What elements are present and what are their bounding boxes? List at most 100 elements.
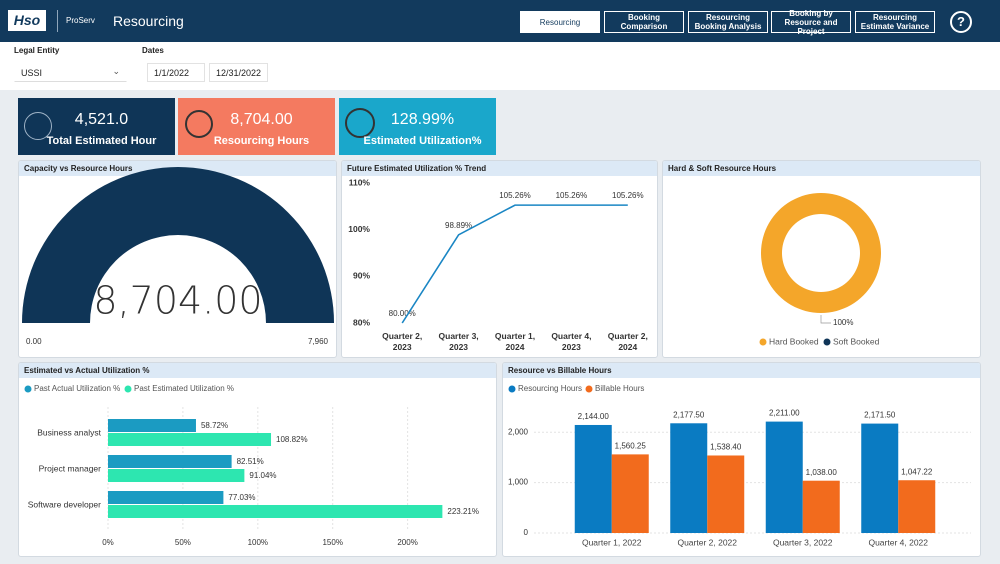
kpi-value: 8,704.00 (230, 111, 293, 128)
y-tick-label: 80% (353, 317, 370, 327)
dropdown-value: USSI (21, 67, 43, 78)
panel-title: Resource vs Billable Hours (503, 363, 980, 378)
y-tick-label: 110% (349, 177, 371, 187)
dropdown[interactable]: USSI ⌄ (14, 63, 127, 82)
y-tick-label: 90% (353, 271, 370, 281)
page-title: Resourcing (113, 13, 184, 29)
data-label: 77.03% (228, 493, 255, 502)
y-tick-label: Project manager (39, 463, 102, 473)
legend-marker (823, 338, 831, 346)
bar (611, 454, 649, 533)
header: Hso ProServ Resourcing Resourcing Bookin… (0, 0, 1000, 42)
x-tick-label: Quarter 2, 2023 (382, 331, 423, 352)
bar (108, 455, 232, 468)
x-tick-label: Quarter 4, 2022 (868, 537, 928, 547)
date-input[interactable]: 12/31/2022 (209, 63, 268, 82)
bar (108, 469, 245, 482)
bar (108, 433, 272, 446)
legend-label: Past Actual Utilization % (34, 384, 120, 393)
legend-marker (508, 385, 516, 393)
gauge-value: 8,704.00 (93, 279, 262, 323)
legend-marker (759, 338, 767, 346)
data-label: 1,038.00 (806, 468, 838, 477)
data-label: 2,211.00 (769, 409, 800, 418)
data-label: 105.26% (556, 191, 588, 200)
y-tick-label: Software developer (28, 499, 101, 509)
help-button[interactable]: ? (950, 11, 972, 33)
nav-tab[interactable]: Resourcing (520, 11, 600, 33)
date-input[interactable]: 1/1/2022 (147, 63, 205, 82)
legend-label: Past Estimated Utilization % (134, 384, 234, 393)
gauge-tick-label: 7,960 (308, 337, 329, 346)
bar (108, 505, 443, 518)
data-label: 1,560.25 (615, 441, 647, 450)
data-label: 2,144.00 (578, 412, 610, 421)
legend-marker (24, 385, 32, 393)
nav-tab[interactable]: Booking by Resource and Project (771, 9, 851, 36)
kpi-card: 4,521.0 Total Estimated Hour (18, 98, 175, 155)
panel: Hard & Soft Resource Hours (662, 160, 981, 358)
kpi-label: Resourcing Hours (213, 135, 310, 147)
gauge-fill (22, 166, 334, 323)
bar (898, 480, 936, 533)
logo[interactable]: Hso (8, 10, 46, 31)
line (401, 204, 628, 324)
kpi-label: Estimated Utilization% (363, 135, 482, 147)
legend-marker (124, 385, 132, 393)
legend-marker (585, 385, 593, 393)
x-tick-label: Quarter 2, 2022 (677, 537, 737, 547)
data-label: 2,171.50 (864, 411, 896, 420)
bar (108, 491, 224, 504)
x-tick-label: 100% (248, 538, 268, 547)
panel: Future Estimated Utilization % Trend (341, 160, 658, 358)
bar (861, 423, 899, 533)
bar (108, 419, 196, 432)
panel-title: Future Estimated Utilization % Trend (342, 161, 657, 176)
app-name: ProServ (66, 16, 95, 25)
leader-line (820, 315, 831, 324)
data-label: 105.26% (499, 191, 531, 200)
data-label: 82.51% (237, 457, 264, 466)
gauge-tick-label: 0.00 (26, 337, 42, 346)
data-label: 108.82% (276, 435, 308, 444)
legend-label: Hard Booked (769, 336, 819, 346)
x-tick-label: Quarter 1, 2024 (494, 331, 536, 352)
x-tick-label: Quarter 3, 2022 (773, 537, 833, 547)
data-label: 100% (833, 318, 853, 327)
x-tick-label: Quarter 2, 2024 (607, 331, 648, 352)
x-tick-label: 150% (322, 538, 342, 547)
legend-label: Resourcing Hours (518, 384, 582, 393)
y-tick-label: Business analyst (37, 427, 101, 437)
kpi-value: 4,521.0 (74, 111, 129, 128)
kpi-label: Total Estimated Hour (46, 135, 157, 147)
kpi-value: 128.99% (390, 111, 455, 128)
bar (574, 424, 612, 533)
nav-tab[interactable]: Resourcing Booking Analysis (688, 11, 768, 33)
nav-tab[interactable]: Booking Comparison (604, 11, 684, 33)
bar (670, 423, 708, 533)
divider (57, 10, 58, 32)
data-label: 1,538.40 (710, 443, 742, 452)
data-label: 91.04% (249, 471, 276, 480)
chevron: ⌄ (112, 66, 120, 76)
legend-label: Billable Hours (595, 384, 644, 393)
filter-bar: Legal Entity USSI ⌄ Dates 1/1/2022 12/31/… (0, 42, 1000, 90)
y-tick-label: 1,000 (508, 478, 529, 487)
x-tick-label: Quarter 3, 2023 (438, 331, 479, 352)
legend-label: Soft Booked (833, 336, 880, 346)
panel-title: Hard & Soft Resource Hours (663, 161, 980, 176)
kpi-icon (185, 110, 213, 138)
kpi-icon (345, 108, 375, 138)
x-tick-label: Quarter 4, 2023 (551, 331, 592, 352)
filter-label: Legal Entity (14, 46, 60, 55)
data-label: 80.00% (389, 309, 416, 318)
y-tick-label: 0 (524, 528, 529, 537)
data-label: 58.72% (201, 421, 228, 430)
x-tick-label: 0% (102, 538, 114, 547)
x-tick-label: 50% (175, 538, 191, 547)
y-tick-label: 2,000 (508, 427, 529, 436)
nav-tab[interactable]: Resourcing Estimate Variance (855, 11, 935, 33)
